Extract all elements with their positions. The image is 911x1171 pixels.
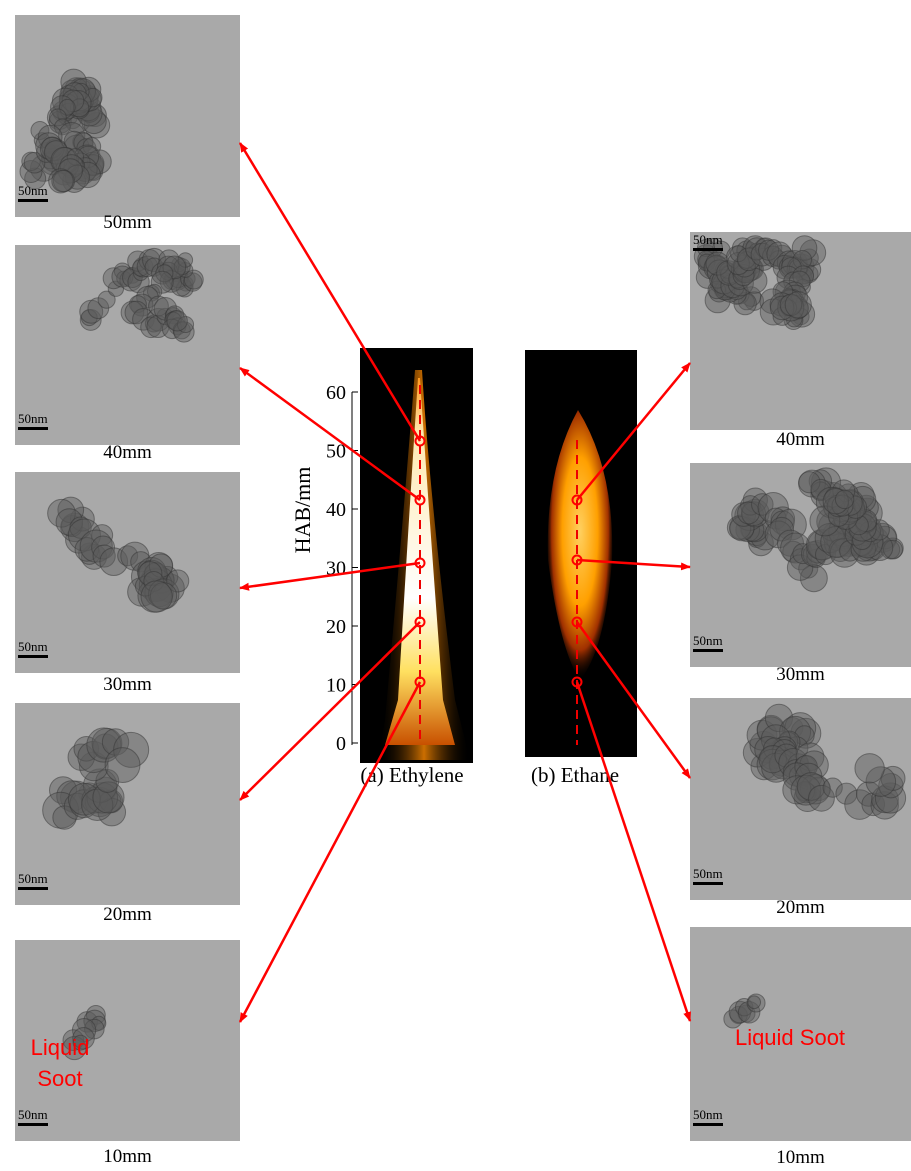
scale-label: 50nm [693,633,723,648]
tem-image: 50nm [690,463,911,667]
particle [105,748,140,783]
sampling-arrow [240,682,420,1022]
annotation-label: Liquid [31,1035,90,1060]
scale-bar [18,1123,48,1126]
scale-label: 50nm [18,1107,48,1122]
scale-bar [693,248,723,251]
hab-tick-label: 40 [326,499,346,521]
figure: 50nm 50mm 50nm 40mm 50nm 30mm 50nm 20mm 50nm 10mm… [0,0,911,1171]
tem-image: 50nm [15,703,240,905]
scale-label: 50nm [693,232,723,247]
hab-tick-label: 60 [326,382,346,404]
scale-bar [693,882,723,885]
scale-label: 50nm [693,1107,723,1122]
tem-image: 50nm [690,232,911,430]
height-label: 10mm [776,1147,825,1168]
hab-tick-label: 20 [326,616,346,638]
particle [855,754,884,783]
hab-tick-label: 0 [336,733,346,755]
flame-ethylene [360,348,473,763]
scale-bar [18,199,48,202]
hab-axis-label: HAB/mm [290,467,315,554]
tem-background [15,472,240,673]
annotation-label: Soot [37,1066,82,1091]
scale-label: 50nm [693,866,723,881]
particle [748,996,761,1009]
height-label: 10mm [103,1146,152,1167]
height-label: 30mm [103,674,152,695]
height-label: 50mm [103,212,152,233]
particle [167,311,187,331]
tem-image: 50nm [15,472,240,673]
annotation-label: Liquid Soot [735,1025,845,1050]
scale-bar [693,1123,723,1126]
particle [835,490,853,508]
scale-bar [18,427,48,430]
particle [785,292,811,318]
scale-label: 50nm [18,871,48,886]
height-label: 30mm [776,664,825,685]
height-label: 40mm [776,429,825,450]
height-label: 40mm [103,442,152,463]
tem-image: 50nm [15,15,240,217]
height-label: 20mm [103,904,152,925]
particle [141,581,172,612]
scale-bar [18,655,48,658]
height-label: 20mm [776,897,825,918]
scale-bar [693,649,723,652]
tem-image: 50nm [15,245,240,445]
scale-label: 50nm [18,639,48,654]
hab-tick-label: 10 [326,675,346,697]
particle [52,170,74,192]
scale-label: 50nm [18,183,48,198]
tem-image: 50nm [690,698,911,900]
scale-bar [18,887,48,890]
scale-label: 50nm [18,411,48,426]
